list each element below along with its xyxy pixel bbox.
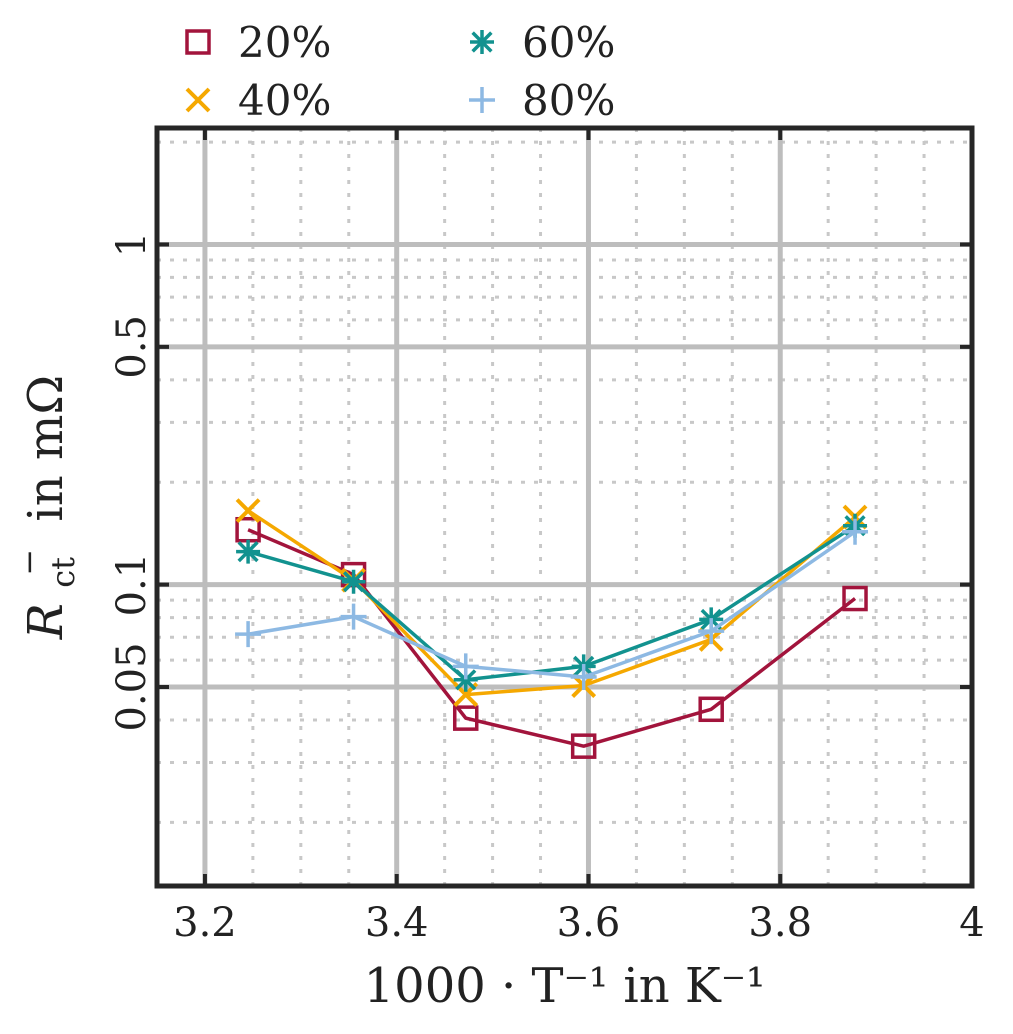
data-point bbox=[570, 664, 597, 691]
series-line bbox=[247, 524, 856, 682]
data-point bbox=[842, 518, 869, 545]
legend-entry: 40% bbox=[185, 76, 331, 125]
legend-marker bbox=[185, 87, 211, 113]
data-point bbox=[340, 603, 367, 630]
major-grid bbox=[157, 128, 972, 886]
data-point bbox=[570, 733, 597, 759]
y-tick-label: 1 bbox=[109, 232, 155, 257]
legend-marker bbox=[470, 30, 494, 54]
x-tick-label: 3.2 bbox=[173, 900, 237, 946]
legend-label: 20% bbox=[238, 18, 331, 67]
data-point bbox=[452, 653, 479, 680]
legend-entry: 60% bbox=[470, 18, 615, 67]
data-point bbox=[842, 585, 868, 612]
data-point bbox=[698, 696, 724, 723]
data-point bbox=[235, 621, 262, 648]
series-60pct bbox=[236, 513, 868, 692]
minor-grid bbox=[157, 128, 972, 886]
series-line bbox=[247, 530, 857, 679]
y-axis-title-rest: in mΩ bbox=[18, 375, 74, 522]
legend-label: 60% bbox=[522, 18, 615, 67]
y-tick-label: 0.1 bbox=[109, 553, 155, 617]
data-point bbox=[235, 498, 261, 524]
legend-label: 80% bbox=[522, 76, 615, 125]
legend-label: 40% bbox=[238, 76, 331, 125]
legend-marker bbox=[185, 29, 211, 55]
x-tick-label: 3.4 bbox=[365, 900, 429, 946]
x-tick-label: 3.8 bbox=[748, 900, 812, 946]
data-point bbox=[453, 667, 478, 692]
x-tick-label: 3.6 bbox=[557, 900, 621, 946]
axis-ticks bbox=[157, 128, 974, 886]
data-point bbox=[452, 705, 479, 731]
series-layer bbox=[235, 498, 869, 759]
y-axis-title-sub: ct bbox=[44, 557, 82, 588]
legend-marker bbox=[469, 87, 495, 113]
x-tick-label: 4 bbox=[959, 900, 984, 946]
svg-text:R ct − in m: R ct − in mΩ bbox=[10, 375, 82, 640]
legend: 20% 40% 60% 80% bbox=[185, 18, 615, 125]
y-axis-title-sup: − bbox=[10, 549, 48, 576]
legend-entry: 20% bbox=[185, 18, 331, 67]
series-line bbox=[247, 509, 857, 697]
data-point bbox=[236, 539, 261, 564]
tick-labels: 3.2 3.4 3.6 3.8 4 0.05 0.1 0.5 1 bbox=[109, 232, 985, 946]
series-80pct bbox=[235, 518, 869, 691]
data-point bbox=[341, 569, 366, 594]
y-axis-title-main: R bbox=[18, 603, 74, 640]
plot-frame bbox=[154, 125, 975, 889]
y-tick-label: 0.5 bbox=[109, 315, 155, 379]
y-axis-title: R ct − in mΩ bbox=[10, 375, 82, 640]
y-tick-label: 0.05 bbox=[109, 642, 155, 731]
legend-entry: 80% bbox=[469, 76, 615, 125]
x-axis-title: 1000 · T⁻¹ in K⁻¹ bbox=[364, 958, 766, 1014]
data-point bbox=[698, 618, 725, 645]
